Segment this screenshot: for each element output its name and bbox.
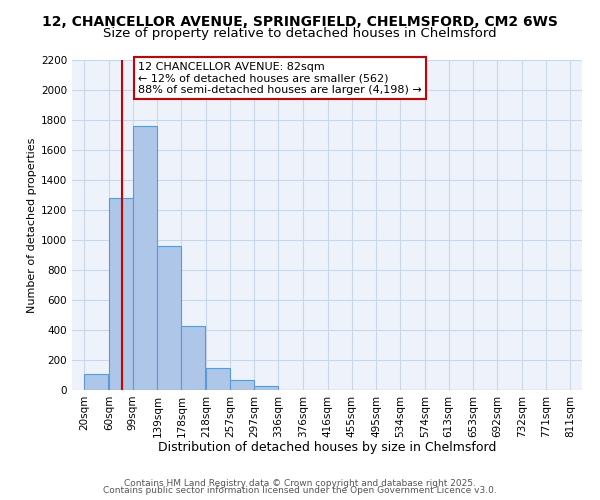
Bar (157, 246, 181, 390)
Text: Contains HM Land Registry data © Crown copyright and database right 2025.: Contains HM Land Registry data © Crown c… (124, 478, 476, 488)
Bar (230, 380, 254, 390)
Text: 12 CHANCELLOR AVENUE: 82sqm
← 12% of detached houses are smaller (562)
88% of se: 12 CHANCELLOR AVENUE: 82sqm ← 12% of det… (139, 62, 422, 95)
X-axis label: Distribution of detached houses by size in Chelmsford: Distribution of detached houses by size … (158, 441, 496, 454)
Text: 12, CHANCELLOR AVENUE, SPRINGFIELD, CHELMSFORD, CM2 6WS: 12, CHANCELLOR AVENUE, SPRINGFIELD, CHEL… (42, 15, 558, 29)
Text: Contains public sector information licensed under the Open Government Licence v3: Contains public sector information licen… (103, 486, 497, 495)
Text: Size of property relative to detached houses in Chelmsford: Size of property relative to detached ho… (103, 28, 497, 40)
Bar (181, 326, 205, 390)
Bar (254, 386, 278, 390)
Bar (206, 368, 230, 390)
Y-axis label: Number of detached properties: Number of detached properties (27, 138, 37, 312)
Bar (84, 374, 108, 390)
Bar (109, 198, 133, 390)
Bar (133, 126, 157, 390)
